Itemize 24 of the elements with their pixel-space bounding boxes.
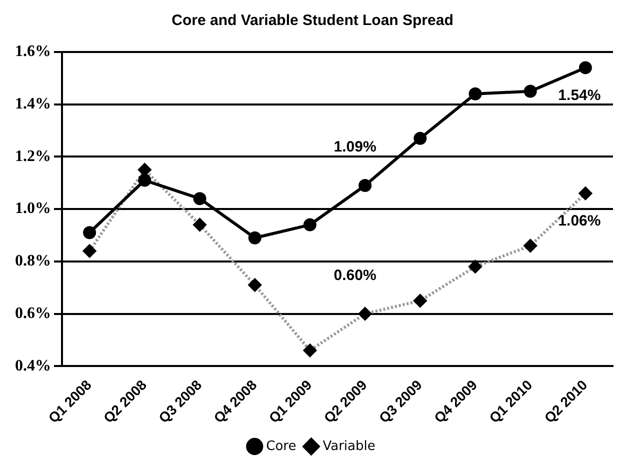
point bbox=[193, 192, 206, 206]
point bbox=[83, 226, 96, 240]
y-tick-label: 0.6% bbox=[15, 304, 51, 322]
point bbox=[578, 61, 592, 74]
y-tick-label: 1.0% bbox=[15, 200, 51, 218]
y-tick-label: 1.6% bbox=[15, 43, 51, 60]
point bbox=[358, 179, 372, 192]
point bbox=[414, 132, 427, 145]
point bbox=[138, 174, 152, 187]
y-tick-label: 1.4% bbox=[15, 96, 51, 112]
point bbox=[248, 231, 262, 244]
y-tick-label: 0.4% bbox=[15, 357, 51, 374]
annotation: 0.60% bbox=[334, 266, 376, 284]
y-tick-label: 1.2% bbox=[15, 148, 51, 165]
legend-label: Variable bbox=[322, 438, 376, 454]
annotation: 1.54% bbox=[558, 86, 601, 104]
y-tick-label: 0.8% bbox=[15, 252, 51, 270]
point bbox=[524, 84, 537, 98]
chart-title: Core and Variable Student Loan Spread bbox=[172, 12, 454, 30]
point bbox=[468, 87, 482, 100]
point bbox=[303, 218, 316, 232]
legend-label: Core bbox=[266, 438, 296, 454]
annotation: 1.06% bbox=[558, 212, 601, 230]
annotation: 1.09% bbox=[334, 138, 376, 156]
